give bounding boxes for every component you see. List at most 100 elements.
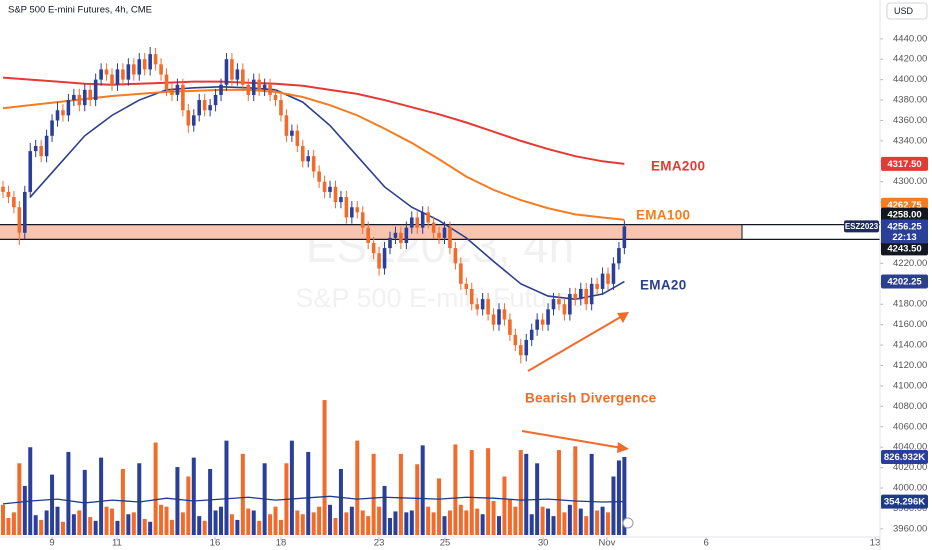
candle-body bbox=[279, 100, 283, 116]
last-price-text: 4256.25 bbox=[887, 221, 922, 232]
candle-body bbox=[61, 110, 65, 116]
candle-body bbox=[284, 115, 289, 136]
volume-bar bbox=[88, 517, 93, 535]
candle-body bbox=[513, 334, 518, 346]
candle-body bbox=[28, 151, 33, 192]
volume-tag bbox=[881, 494, 928, 509]
volume-bar bbox=[447, 510, 452, 535]
y-tick-label: 4360.00 bbox=[893, 115, 927, 126]
candle-body bbox=[426, 212, 430, 223]
candle-body bbox=[137, 59, 142, 75]
volume-bar bbox=[415, 464, 420, 535]
volume-bar bbox=[104, 506, 109, 535]
volume-bar bbox=[289, 440, 294, 535]
volume-bar bbox=[518, 450, 523, 535]
candle-body bbox=[519, 345, 523, 356]
candle-body bbox=[110, 74, 114, 85]
volume-bar bbox=[278, 519, 283, 535]
candle-body bbox=[551, 299, 556, 310]
volume-bar bbox=[93, 520, 98, 535]
candle-body bbox=[524, 339, 529, 356]
volume-bar bbox=[529, 514, 534, 535]
volume-bar bbox=[110, 508, 115, 535]
volume-bar bbox=[513, 506, 518, 535]
volume-bar bbox=[208, 468, 213, 535]
volume-bar bbox=[191, 457, 196, 535]
candle-body bbox=[404, 227, 409, 243]
volume-bar bbox=[355, 440, 360, 535]
divergence-label: Bearish Divergence bbox=[525, 391, 657, 406]
candle-body bbox=[399, 232, 403, 243]
candle-body bbox=[317, 171, 321, 182]
volume-bar bbox=[306, 451, 311, 535]
volume-bar bbox=[99, 457, 104, 535]
zone bbox=[0, 224, 742, 240]
candle-body bbox=[148, 54, 152, 70]
volume-bar bbox=[71, 514, 76, 535]
volume-bar bbox=[17, 463, 22, 535]
candle-body bbox=[311, 156, 316, 172]
volume-bar bbox=[540, 506, 545, 535]
candle-body bbox=[290, 130, 294, 136]
candle-body bbox=[224, 59, 229, 85]
volume-bar bbox=[186, 476, 191, 535]
volume-bar bbox=[50, 474, 55, 535]
volume-bar bbox=[251, 510, 256, 535]
volume-bar bbox=[393, 511, 398, 535]
candle-body bbox=[595, 283, 599, 289]
price-tag bbox=[881, 207, 928, 222]
main-layer: 3960.003980.004000.004020.004040.004060.… bbox=[0, 33, 928, 549]
candle-body bbox=[50, 120, 54, 136]
volume-bar bbox=[197, 516, 202, 535]
volume-bar bbox=[148, 521, 153, 535]
candle-body bbox=[88, 89, 93, 101]
volume-tag-text: 826.932K bbox=[884, 452, 925, 463]
x-tick-label: 13 bbox=[870, 538, 881, 549]
volume-bar bbox=[273, 506, 278, 535]
y-tick-label: 4140.00 bbox=[893, 340, 927, 351]
candle-body bbox=[322, 181, 327, 192]
candle-body bbox=[388, 237, 392, 249]
candle-body bbox=[475, 304, 480, 310]
candle-body bbox=[333, 186, 338, 203]
x-tick-label: 25 bbox=[440, 538, 451, 549]
candle-body bbox=[23, 191, 27, 233]
volume-bar bbox=[257, 520, 262, 535]
candle-body bbox=[497, 309, 501, 325]
candle-body bbox=[93, 79, 98, 101]
candle-body bbox=[268, 84, 272, 95]
volume-bar bbox=[159, 504, 164, 535]
candle-body bbox=[104, 69, 109, 75]
candle-body bbox=[366, 227, 370, 243]
volume-bar bbox=[33, 515, 38, 535]
volume-bar bbox=[387, 518, 392, 535]
volume-bar bbox=[464, 510, 469, 535]
volume-bar bbox=[584, 516, 589, 535]
last-price-tag bbox=[881, 219, 928, 244]
candle-body bbox=[409, 217, 414, 228]
volume-bar bbox=[333, 518, 338, 535]
volume-bar bbox=[219, 506, 224, 535]
replay-icon[interactable] bbox=[622, 517, 634, 529]
y-tick-label: 4220.00 bbox=[893, 258, 927, 269]
x-tick-label: 11 bbox=[112, 538, 122, 549]
candle-body bbox=[442, 227, 447, 238]
volume-bar bbox=[55, 506, 60, 535]
volume-bar bbox=[131, 512, 136, 535]
volume-bar bbox=[431, 512, 436, 535]
currency-box[interactable] bbox=[886, 2, 928, 20]
candle-body bbox=[415, 217, 420, 228]
volume-bar bbox=[546, 508, 551, 535]
volume-bar bbox=[22, 485, 27, 535]
volume-bar bbox=[398, 453, 403, 535]
volume-ma-line bbox=[2, 495, 625, 505]
candle-body bbox=[6, 191, 11, 198]
currency: USD bbox=[894, 6, 914, 16]
ema-line bbox=[2, 76, 625, 165]
y-tick-label: 4300.00 bbox=[893, 176, 927, 187]
candle-body bbox=[344, 197, 349, 218]
symbol-tag bbox=[844, 220, 879, 233]
price-arrow bbox=[527, 314, 625, 372]
volume-bar bbox=[180, 512, 185, 535]
volume-bar bbox=[442, 516, 447, 535]
